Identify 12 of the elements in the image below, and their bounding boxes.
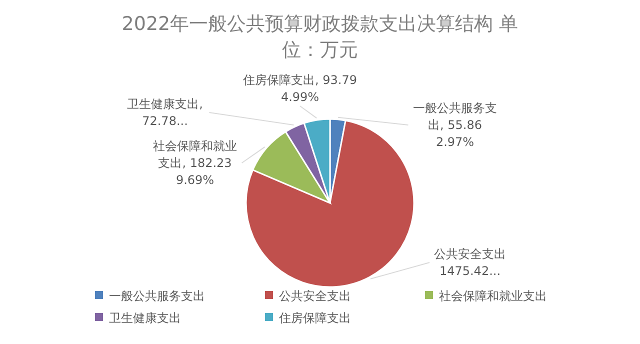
data-label: 一般公共服务支出, 55.86 2.97% — [413, 101, 497, 149]
data-label: 社会保障和就业支出, 182.23 9.69% — [153, 139, 237, 187]
legend-label: 住房保障支出 — [278, 311, 351, 325]
legend-label: 一般公共服务支出 — [109, 289, 205, 303]
legend-label: 公共安全支出 — [279, 289, 351, 303]
data-label: 卫生健康支出, 72.78... — [127, 97, 203, 128]
data-label: 住房保障支出, 93.79 4.99% — [242, 73, 357, 104]
pie-slice — [245, 120, 415, 288]
data-label: 公共安全支出 1475.42... — [434, 247, 506, 278]
chart-title: 2022年一般公共预算财政拨款支出决算结构 单位：万元 — [122, 13, 518, 61]
legend-label: 社会保障和就业支出 — [439, 289, 547, 303]
legend-label: 卫生健康支出 — [109, 311, 181, 325]
